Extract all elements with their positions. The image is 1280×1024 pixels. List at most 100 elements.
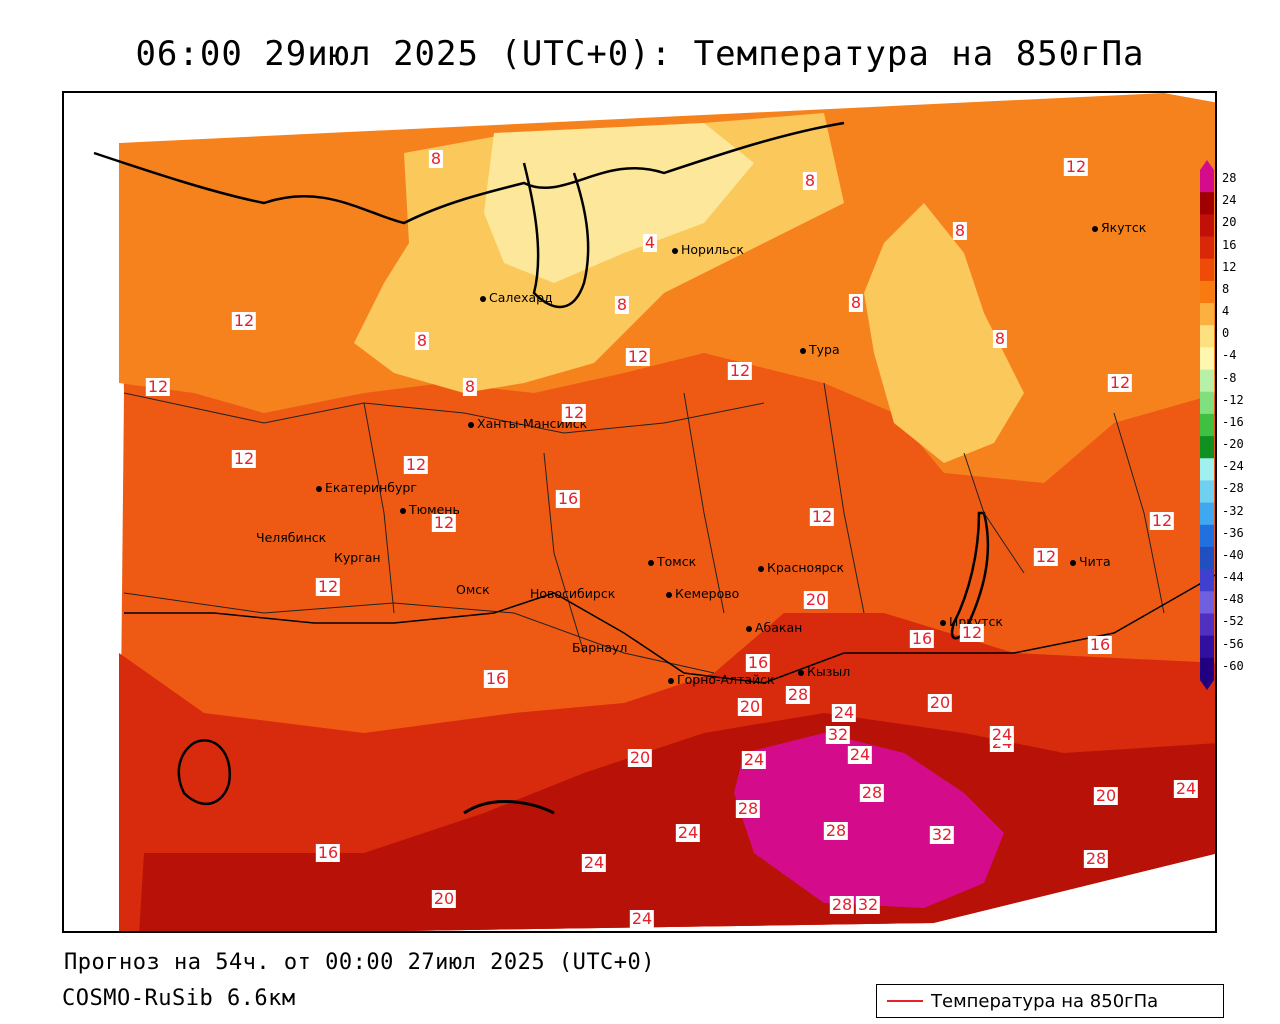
city-barnaul: Барнаул — [572, 640, 628, 655]
city-marker-icon — [798, 669, 804, 676]
isoline-label: 12 — [959, 623, 985, 642]
isoline-label: 32 — [855, 895, 881, 914]
isoline-label: 28 — [823, 821, 849, 840]
city-omsk: Омск — [456, 582, 490, 597]
isoline-label: 8 — [462, 377, 478, 396]
city-marker-icon — [746, 625, 752, 632]
colorbar-tick-label: -28 — [1222, 481, 1244, 496]
isoline-label: 16 — [909, 629, 935, 648]
isoline-label: 4 — [642, 233, 658, 252]
city-yakutsk: Якутск — [1092, 221, 1146, 235]
isoline-label: 8 — [802, 171, 818, 190]
colorbar-tick-label: 8 — [1222, 281, 1230, 296]
isoline-label: 12 — [231, 449, 257, 468]
city-marker-icon — [316, 485, 322, 492]
band-28 — [734, 733, 1004, 908]
colorbar-tick-label: -36 — [1222, 525, 1244, 540]
colorbar-cell — [1200, 369, 1214, 393]
colorbar-cell — [1200, 170, 1214, 193]
colorbar-cell — [1200, 303, 1214, 326]
isoline-label: 12 — [561, 403, 587, 422]
isoline-label: 20 — [803, 590, 829, 609]
isoline-label: 24 — [831, 703, 857, 722]
band-east-8 — [864, 203, 1024, 463]
colorbar-tick-label: 28 — [1222, 171, 1237, 185]
isoline-label: 12 — [431, 513, 457, 532]
isoline-label: 16 — [745, 653, 771, 672]
isoline-label: 24 — [581, 853, 607, 872]
city-marker-icon — [400, 507, 406, 514]
colorbar-tick-label: -32 — [1222, 503, 1244, 518]
colorbar-cell — [1200, 280, 1214, 304]
isoline-label: 28 — [829, 895, 855, 914]
isoline-label: 24 — [847, 745, 873, 764]
colorbar-cell — [1200, 347, 1214, 371]
isoline-label: 20 — [627, 748, 653, 767]
colorbar-tick-label: -56 — [1222, 636, 1244, 651]
city-marker-icon — [1070, 559, 1076, 566]
colorbar-cell — [1200, 524, 1214, 548]
map-canvas — [64, 93, 1215, 931]
colorbar-tick-label: -44 — [1222, 570, 1244, 585]
colorbar-tick-label: -60 — [1222, 658, 1244, 673]
colorbar-cell — [1200, 657, 1214, 681]
city-marker-icon — [480, 295, 486, 302]
colorbar-tick-label: -24 — [1222, 459, 1244, 474]
colorbar-tick-label: -20 — [1222, 437, 1244, 452]
colorbar-cell — [1200, 413, 1214, 437]
city-marker-icon — [468, 421, 474, 428]
balkhash — [463, 799, 555, 815]
city-marker-icon — [648, 559, 654, 566]
colorbar-tick-label: 0 — [1222, 326, 1230, 341]
isoline-label: 12 — [1033, 547, 1059, 566]
isoline-label: 20 — [431, 889, 457, 908]
state-border — [124, 574, 1215, 684]
city-chelyabinsk: Челябинск — [256, 530, 327, 545]
isoline-label: 28 — [859, 783, 885, 802]
isoline-label: 16 — [315, 843, 341, 862]
city-krasnoyarsk: Красноярск — [758, 561, 844, 575]
isoline-label: 12 — [403, 455, 429, 474]
temperature-map: Норильск Якутск Салехард Тура Ханты-Манс… — [62, 91, 1217, 933]
isoline-label: 24 — [1173, 779, 1199, 798]
isoline-label: 24 — [989, 725, 1015, 744]
colorbar-tick-label: -8 — [1222, 370, 1237, 385]
city-salekhard: Салехард — [480, 291, 553, 305]
city-tyumen: Тюмень — [400, 503, 460, 517]
colorbar-cell — [1200, 591, 1214, 614]
isoline-label: 8 — [614, 295, 630, 314]
colorbar-tick-label: 16 — [1222, 237, 1237, 252]
isoline-label: 24 — [675, 823, 701, 842]
isoline-label: 12 — [315, 577, 341, 596]
band-0-4 — [484, 123, 754, 283]
isoline-label: 32 — [929, 825, 955, 844]
city-marker-icon — [940, 619, 946, 626]
city-chita: Чита — [1070, 555, 1111, 569]
city-novosibirsk: Новосибирск — [530, 586, 616, 601]
isoline-label: 20 — [1093, 786, 1119, 805]
isoline-label: 28 — [1083, 849, 1109, 868]
colorbar-cell — [1200, 325, 1214, 348]
colorbar-cell — [1200, 613, 1214, 637]
isoline-label: 12 — [1149, 511, 1175, 530]
outside-north — [119, 93, 1164, 143]
colorbar-cell — [1200, 480, 1214, 504]
city-khanty-mansiysk: Ханты-Мансийск — [468, 417, 587, 431]
isoline-label: 20 — [737, 697, 763, 716]
city-marker-icon — [1092, 225, 1098, 232]
isoline-label: 8 — [952, 221, 968, 240]
isoline-label: 8 — [414, 331, 430, 350]
aral-sea — [177, 739, 232, 805]
city-marker-icon — [758, 565, 764, 572]
colorbar-cell — [1200, 436, 1214, 459]
city-kurgan: Курган — [334, 550, 381, 565]
colorbar-cell — [1200, 214, 1214, 238]
colorbar-tick-label: 24 — [1222, 193, 1237, 208]
colorbar-tick-label: 20 — [1222, 215, 1237, 230]
city-gorno-altaysk: Горно-Алтайск — [668, 673, 775, 687]
colorbar-tick-label: 12 — [1222, 259, 1237, 274]
lake-baikal — [950, 511, 990, 640]
colorbar-cell — [1200, 502, 1214, 526]
isoline-label: 20 — [927, 693, 953, 712]
city-marker-icon — [668, 677, 674, 684]
